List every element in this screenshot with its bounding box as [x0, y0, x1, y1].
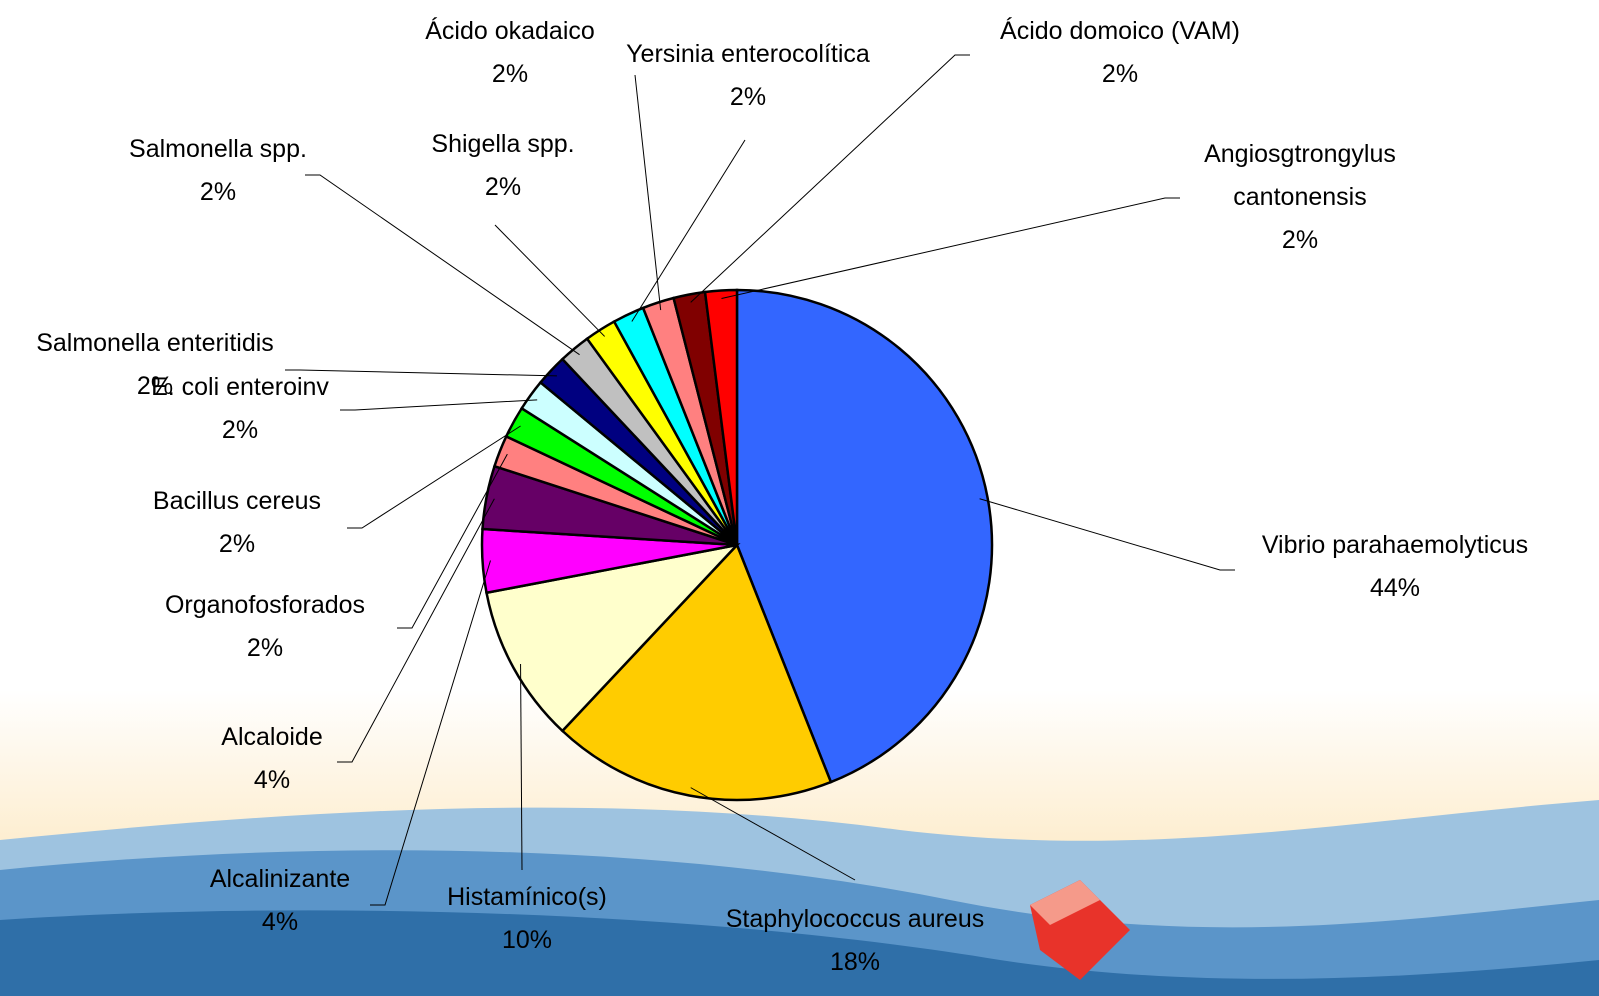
slice-name: Angiosgtrongylus cantonensis [1204, 140, 1396, 211]
leader-line [979, 498, 1235, 571]
pie [480, 288, 994, 802]
slice-name: Shigella spp. [431, 130, 575, 158]
slice-label: Organofosforados 2% [115, 584, 415, 670]
leader-line [285, 369, 557, 377]
leader-line [634, 74, 662, 311]
slice-name: Bacillus cereus [152, 487, 322, 515]
slice-percent: 2% [218, 530, 256, 558]
leader-line [631, 139, 746, 322]
slice-name: Staphylococcus aureus [725, 905, 985, 933]
slice-label: Salmonella spp. 2% [88, 128, 348, 214]
slice-percent: 2% [1101, 60, 1139, 88]
leader-line [397, 453, 508, 629]
slice-label: Ácido domoico (VAM) 2% [955, 10, 1285, 96]
slice-percent: 18% [829, 948, 881, 976]
slice-label: Bacillus cereus 2% [107, 480, 367, 566]
slice-label: Ácido okadaico 2% [380, 10, 640, 96]
slice-name: Alcalinizante [209, 865, 351, 893]
leader-line [340, 399, 538, 411]
leader-line [520, 663, 523, 871]
slice-name: Vibrio parahaemolyticus [1261, 531, 1529, 559]
slice-percent: 2% [246, 634, 284, 662]
wave [0, 910, 1599, 996]
slice-name: Histamínico(s) [447, 883, 607, 911]
pie-slice [485, 543, 741, 733]
slice-name: E. coli enteroinv [151, 373, 329, 401]
slice-label: Staphylococcus aureus 18% [675, 898, 1035, 984]
slice-label: Histamínico(s) 10% [397, 876, 657, 962]
slice-label: Angiosgtrongylus cantonensis 2% [1180, 133, 1420, 262]
leader-line [305, 174, 580, 356]
slice-percent: 4% [261, 908, 299, 936]
slice-label: Shigella spp. 2% [393, 123, 613, 209]
slice-percent: 2% [729, 83, 767, 111]
slice-label: E. coli enteroinv 2% [110, 366, 370, 452]
pie-slice [560, 542, 833, 802]
slice-percent: 2% [1281, 226, 1319, 254]
slice-name: Organofosforados [164, 591, 366, 619]
cube [1030, 880, 1100, 925]
slice-label: Salmonella enteritidis 2% [0, 322, 320, 408]
slice-label: Alcaloide 4% [172, 716, 372, 802]
slice-percent: 2% [221, 416, 259, 444]
leader-line [337, 498, 495, 763]
slice-percent: 2% [136, 372, 174, 400]
leader-line [370, 560, 491, 906]
leader-line [494, 224, 606, 337]
leader-line [690, 54, 970, 303]
slice-label: Yersinia enterocolítica 2% [583, 33, 913, 119]
slice-name: Salmonella spp. [129, 135, 307, 163]
slice-label: Alcalinizante 4% [170, 858, 390, 944]
slice-name: Yersinia enterocolítica [626, 40, 870, 68]
leader-line [721, 197, 1180, 299]
pie-slice [735, 288, 994, 784]
slice-percent: 44% [1369, 574, 1421, 602]
leader-line [690, 787, 856, 881]
slice-percent: 10% [501, 926, 553, 954]
slice-percent: 2% [484, 173, 522, 201]
slice-label: Vibrio parahaemolyticus 44% [1215, 524, 1575, 610]
leaders [285, 54, 1235, 906]
slice-name: Alcaloide [221, 723, 323, 751]
slice-name: Salmonella enteritidis [36, 329, 274, 357]
slice-name: Ácido okadaico [425, 17, 595, 45]
pie-slice [703, 288, 739, 546]
slice-name: Ácido domoico (VAM) [1000, 17, 1240, 45]
slice-percent: 2% [199, 178, 237, 206]
slice-percent: 4% [253, 766, 291, 794]
slice-percent: 2% [491, 60, 529, 88]
leader-line [347, 425, 521, 529]
